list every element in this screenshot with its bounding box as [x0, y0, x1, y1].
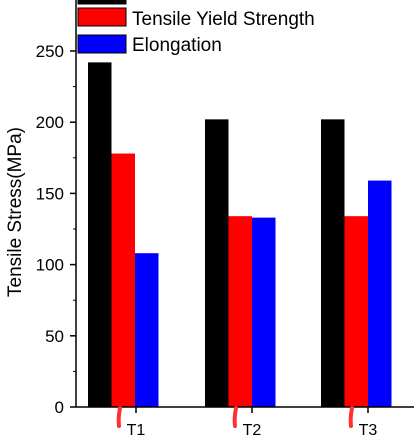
x-tick-label-t3: T3	[359, 422, 378, 439]
bar-t1-series-3	[135, 253, 159, 407]
y-tick-label: 250	[36, 42, 64, 61]
x-tick-label-t2: T2	[243, 422, 262, 439]
legend-swatch-elongation	[77, 34, 127, 54]
y-axis-title: Tensile Stress(MPa)	[5, 127, 26, 297]
y-tick-label: 200	[36, 113, 64, 132]
red-annotation-mark	[232, 406, 238, 428]
legend-label-tensile-yield-strength: Tensile Yield Strength	[132, 9, 315, 30]
y-tick-label: 0	[55, 398, 64, 417]
bar-t1-series-1	[88, 62, 112, 407]
plot-area	[88, 62, 392, 408]
bar-t3-series-3	[368, 180, 392, 407]
bar-t2-series-2	[228, 216, 252, 407]
bar-t3-series-1	[321, 119, 345, 408]
legend-label-elongation: Elongation	[132, 35, 222, 56]
bar-t2-series-3	[252, 217, 276, 407]
bar-t2-series-1	[205, 119, 229, 408]
y-tick-label: 50	[45, 327, 64, 346]
y-tick-label: 100	[36, 256, 64, 275]
y-axis-ticks: 0 50 100 150 200 250	[36, 42, 76, 417]
x-tick-label-t1: T1	[127, 422, 146, 439]
x-axis-ticks: T1 T2 T3	[116, 406, 378, 439]
legend: Tensile Yield Strength Elongation	[77, 0, 315, 56]
red-annotation-mark	[116, 406, 122, 428]
y-tick-label: 150	[36, 184, 64, 203]
legend-swatch-series-1	[77, 0, 127, 5]
bar-t1-series-2	[111, 153, 135, 407]
bar-t3-series-2	[344, 216, 368, 407]
legend-swatch-tensile-yield-strength	[77, 7, 127, 27]
red-annotation-mark	[348, 406, 354, 428]
